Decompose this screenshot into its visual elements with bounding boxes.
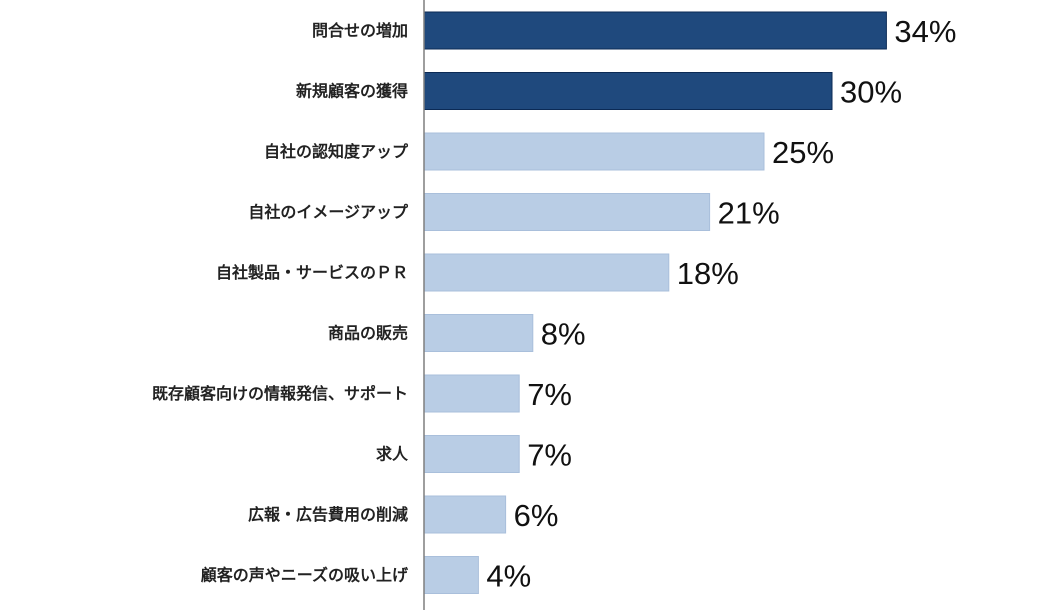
category-label: 自社の認知度アップ [264, 142, 409, 161]
category-labels-layer: 問合せの増加新規顧客の獲得自社の認知度アップ自社のイメージアップ自社製品・サービ… [152, 21, 409, 585]
bar [423, 314, 534, 352]
data-label: 30% [840, 75, 902, 110]
category-label: 新規顧客の獲得 [296, 82, 408, 101]
bar [423, 72, 833, 110]
bar [423, 193, 711, 231]
data-label: 25% [772, 135, 834, 170]
category-label: 既存顧客向けの情報発信、サポート [152, 384, 408, 403]
category-label: 自社のイメージアップ [248, 203, 409, 222]
data-label: 21% [718, 196, 780, 231]
category-label: 商品の販売 [328, 324, 408, 343]
data-label: 4% [486, 559, 531, 594]
data-label: 7% [527, 377, 572, 412]
bar [423, 435, 520, 473]
bar [423, 253, 670, 292]
category-label: 顧客の声やニーズの吸い上げ [201, 566, 409, 585]
category-label: 自社製品・サービスのＰＲ [216, 263, 408, 282]
category-label: 求人 [376, 445, 409, 464]
bar [423, 495, 507, 534]
bar [423, 11, 887, 50]
data-label: 8% [541, 317, 586, 352]
bar [423, 132, 765, 171]
data-label: 6% [514, 498, 559, 533]
category-label: 問合せの増加 [312, 21, 408, 40]
data-label: 34% [894, 14, 956, 49]
data-label: 18% [677, 256, 739, 291]
category-label: 広報・広告費用の削減 [248, 505, 408, 524]
data-label: 7% [527, 438, 572, 473]
bar [423, 374, 520, 413]
bars-layer [423, 11, 887, 594]
bar [423, 556, 479, 594]
value-labels-layer: 34% 30%25% 21% 18% 8% 7% 7% 6% 4% [486, 14, 956, 594]
